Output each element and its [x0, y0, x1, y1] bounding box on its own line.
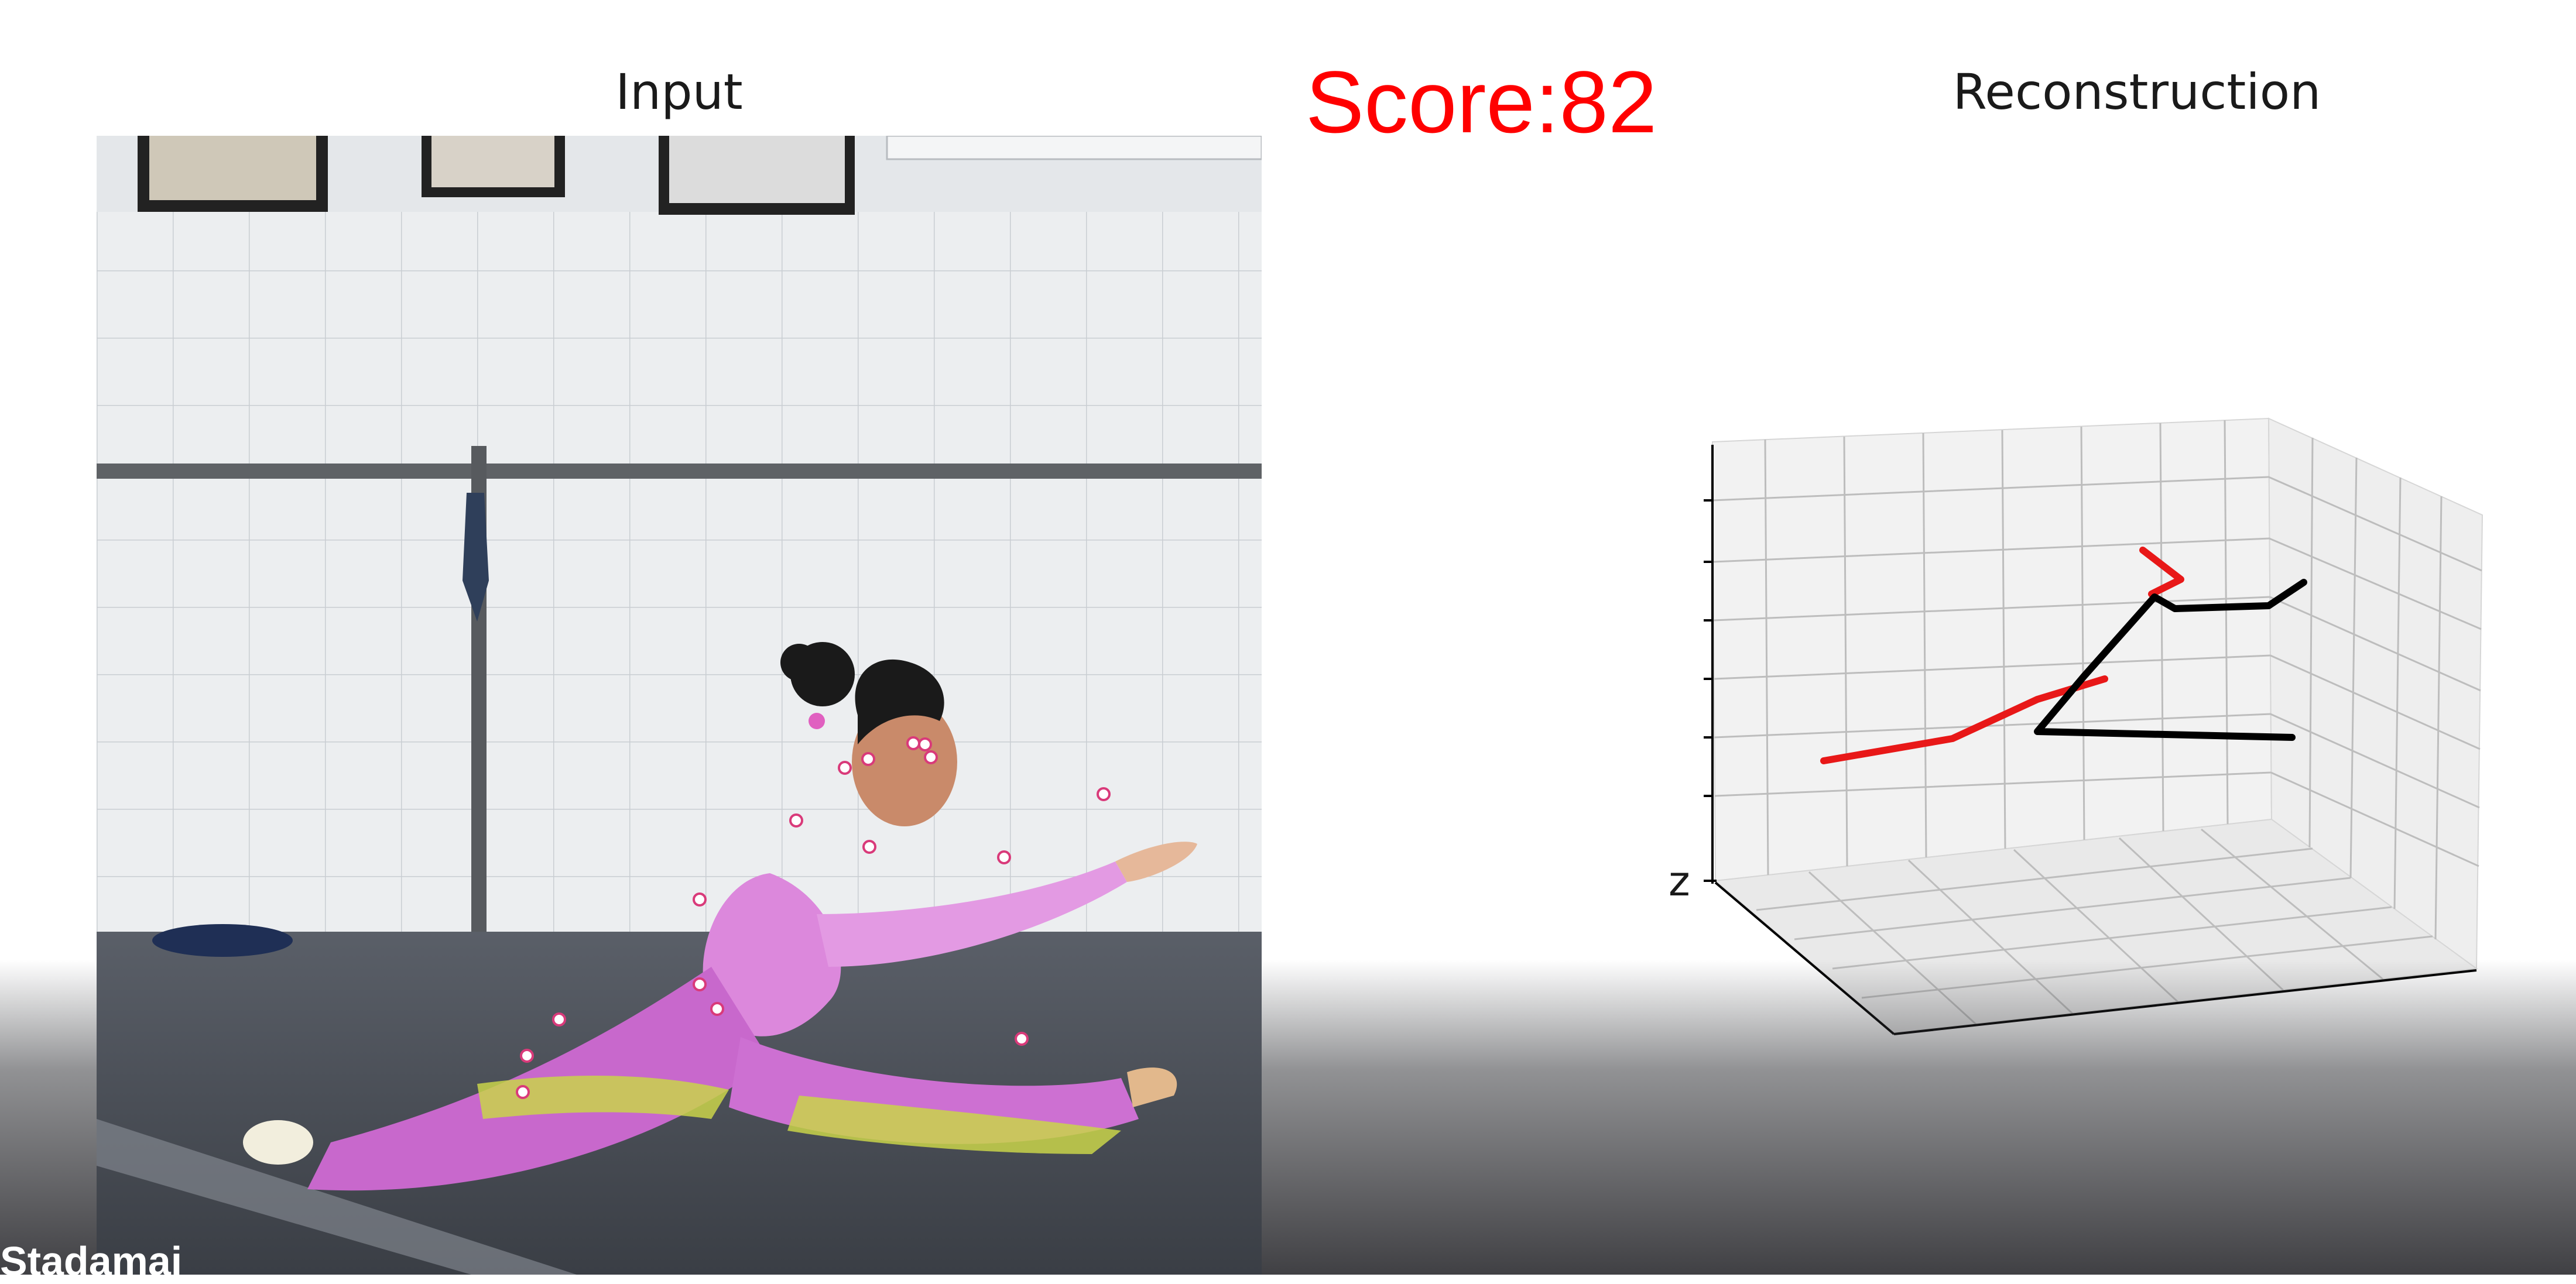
pose-skeleton	[1820, 547, 2307, 764]
dancer-foot	[243, 1120, 313, 1165]
video-overlay-shade-left	[0, 960, 97, 1275]
reconstruction-panel-title: Reconstruction	[1952, 63, 2321, 121]
dancer-torso	[703, 873, 841, 1036]
reconstruction-3d-plot: z	[1616, 375, 2506, 1053]
dancer-photo	[97, 136, 1262, 1275]
tiled-wall	[97, 212, 1262, 932]
dancer-front-arm	[817, 861, 1127, 967]
grid-lines	[1712, 420, 2482, 1025]
pose-keypoints	[516, 736, 1111, 1099]
skeleton-right-side	[2034, 579, 2307, 741]
score-label: Score:82	[1306, 53, 1657, 151]
video-overlay-shade	[1262, 960, 2576, 1275]
caption-text: Stadamai	[0, 1238, 183, 1284]
reconstruction-axes: z	[1669, 417, 2483, 1035]
skeleton-left-arm	[2139, 547, 2184, 598]
dancer-hair	[855, 659, 944, 744]
input-panel-title: Input	[615, 63, 743, 121]
bag-on-floor	[152, 924, 293, 957]
hanging-towel	[463, 493, 489, 622]
input-video-frame	[97, 136, 1262, 1275]
ballet-barre	[97, 464, 1262, 479]
dancer-head	[852, 698, 957, 826]
z-axis-label: z	[1669, 857, 1690, 905]
